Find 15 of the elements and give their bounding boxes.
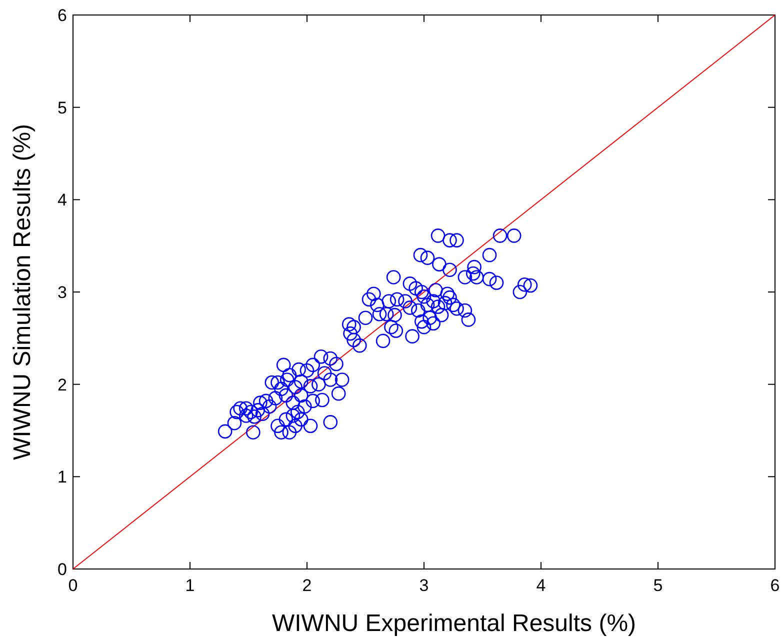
y-tick-label: 5	[58, 98, 67, 118]
x-tick-label: 6	[770, 576, 780, 595]
y-tick-label: 2	[58, 375, 67, 394]
x-tick-label: 3	[419, 576, 429, 595]
x-axis-title: WIWNU Experimental Results (%)	[272, 610, 636, 637]
y-tick-label: 1	[58, 468, 67, 487]
x-tick-label: 5	[653, 576, 663, 595]
y-tick-label: 3	[58, 283, 67, 302]
y-axis-title: WIWNU Simulation Results (%)	[9, 124, 36, 460]
x-tick-label: 2	[302, 576, 312, 595]
y-tick-label: 6	[58, 6, 67, 25]
y-tick-label: 4	[58, 190, 67, 210]
x-tick-label: 1	[185, 576, 195, 595]
x-tick-label: 4	[536, 576, 546, 595]
y-tick-label: 0	[58, 560, 67, 579]
